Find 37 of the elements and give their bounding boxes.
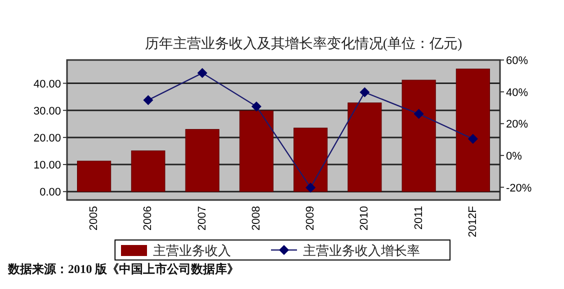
- bar: [294, 128, 328, 192]
- x-tick-label: 2007: [196, 206, 208, 230]
- legend-label: 主营业务收入: [153, 243, 231, 258]
- x-tick-label: 2009: [304, 206, 317, 230]
- bar: [239, 110, 274, 192]
- x-tick-label: 2010: [358, 206, 371, 230]
- bar: [185, 129, 220, 192]
- x-tick-label: 2011: [412, 206, 425, 230]
- bar: [348, 102, 382, 192]
- y2-tick-label: 60%: [506, 55, 528, 67]
- y-tick-label: 10.00: [33, 160, 61, 172]
- point: [468, 134, 478, 144]
- chart-title: 历年主营业务收入及其增长率变化情况(单位：亿元): [144, 36, 462, 52]
- x-tick-label: 2006: [142, 206, 154, 230]
- y-tick-label: 0.00: [40, 186, 61, 199]
- point: [251, 101, 262, 112]
- y-tick-label: 20.00: [33, 132, 61, 144]
- source-note: 数据来源：2010 版《中国上市公司数据库》: [7, 262, 239, 276]
- bar: [456, 68, 490, 192]
- x-tick-label: 2005: [88, 206, 100, 230]
- legend-label: 主营业务收入增长率: [303, 243, 420, 258]
- bar: [77, 160, 112, 192]
- bar: [402, 80, 436, 192]
- y2-tick-label: 0%: [506, 150, 522, 162]
- point: [143, 95, 154, 106]
- point: [414, 108, 424, 119]
- point: [360, 87, 370, 98]
- point: [197, 68, 208, 78]
- y2-tick-label: 40%: [506, 86, 528, 99]
- point: [306, 182, 316, 193]
- bar: [131, 150, 166, 192]
- y-tick-label: 30.00: [33, 105, 61, 118]
- x-tick-label: 2012F: [466, 206, 479, 238]
- y2-tick-label: -20%: [506, 182, 532, 194]
- y-tick-label: 40.00: [33, 78, 61, 90]
- y2-tick-label: 20%: [506, 118, 528, 131]
- x-tick-label: 2008: [250, 206, 262, 230]
